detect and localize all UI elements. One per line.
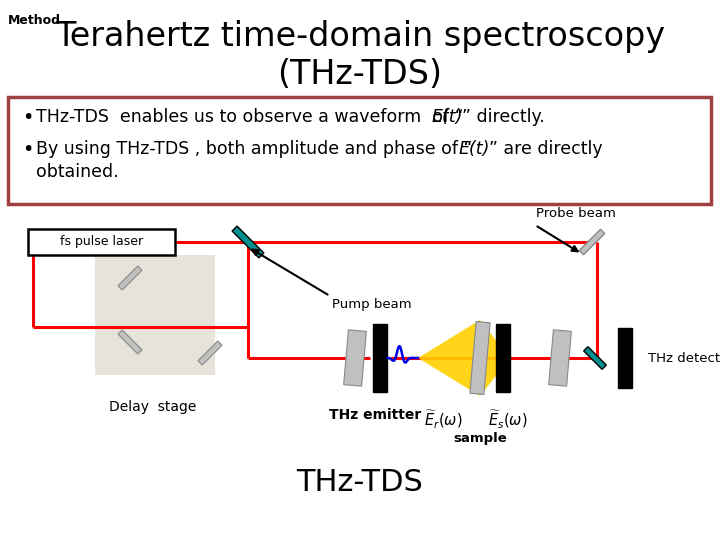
Polygon shape: [198, 341, 222, 365]
Text: Terahertz time-domain spectroscopy: Terahertz time-domain spectroscopy: [55, 20, 665, 53]
Text: Delay  stage: Delay stage: [109, 400, 197, 414]
Text: By using THz-TDS , both amplitude and phase of “: By using THz-TDS , both amplitude and ph…: [36, 140, 472, 158]
Text: $\widetilde{E}_s(\omega)$: $\widetilde{E}_s(\omega)$: [488, 408, 528, 430]
Polygon shape: [580, 230, 605, 255]
Text: E(t): E(t): [432, 108, 464, 126]
Text: fs pulse laser: fs pulse laser: [60, 235, 143, 248]
Bar: [95, 255, 215, 375]
Bar: [28, 229, 175, 255]
Text: (THz-TDS): (THz-TDS): [277, 58, 443, 91]
Text: THz detector: THz detector: [648, 352, 720, 365]
Polygon shape: [584, 347, 606, 369]
Text: Probe beam: Probe beam: [536, 207, 616, 220]
Text: THz-TDS  enables us to observe a waveform  of “: THz-TDS enables us to observe a waveform…: [36, 108, 464, 126]
Polygon shape: [480, 320, 510, 396]
Polygon shape: [232, 226, 264, 258]
Polygon shape: [118, 266, 142, 290]
Text: $\widetilde{E}_r(\omega)$: $\widetilde{E}_r(\omega)$: [424, 408, 462, 430]
Bar: [618, 328, 632, 388]
Polygon shape: [418, 320, 480, 396]
Text: sample: sample: [453, 432, 507, 445]
Text: THz emitter: THz emitter: [329, 408, 421, 422]
Bar: [8, 97, 711, 204]
Bar: [373, 324, 387, 392]
Text: •: •: [22, 140, 33, 159]
Text: ” directly.: ” directly.: [462, 108, 545, 126]
Polygon shape: [470, 321, 490, 395]
Text: Pump beam: Pump beam: [332, 298, 412, 311]
Text: obtained.: obtained.: [36, 163, 119, 181]
Text: •: •: [22, 108, 33, 127]
Polygon shape: [549, 330, 572, 386]
Bar: [496, 324, 510, 392]
Text: THz-TDS: THz-TDS: [297, 468, 423, 497]
Text: Method: Method: [8, 14, 61, 27]
Text: ” are directly: ” are directly: [489, 140, 603, 158]
Polygon shape: [343, 330, 366, 386]
Text: E(t): E(t): [459, 140, 490, 158]
Polygon shape: [118, 330, 142, 354]
